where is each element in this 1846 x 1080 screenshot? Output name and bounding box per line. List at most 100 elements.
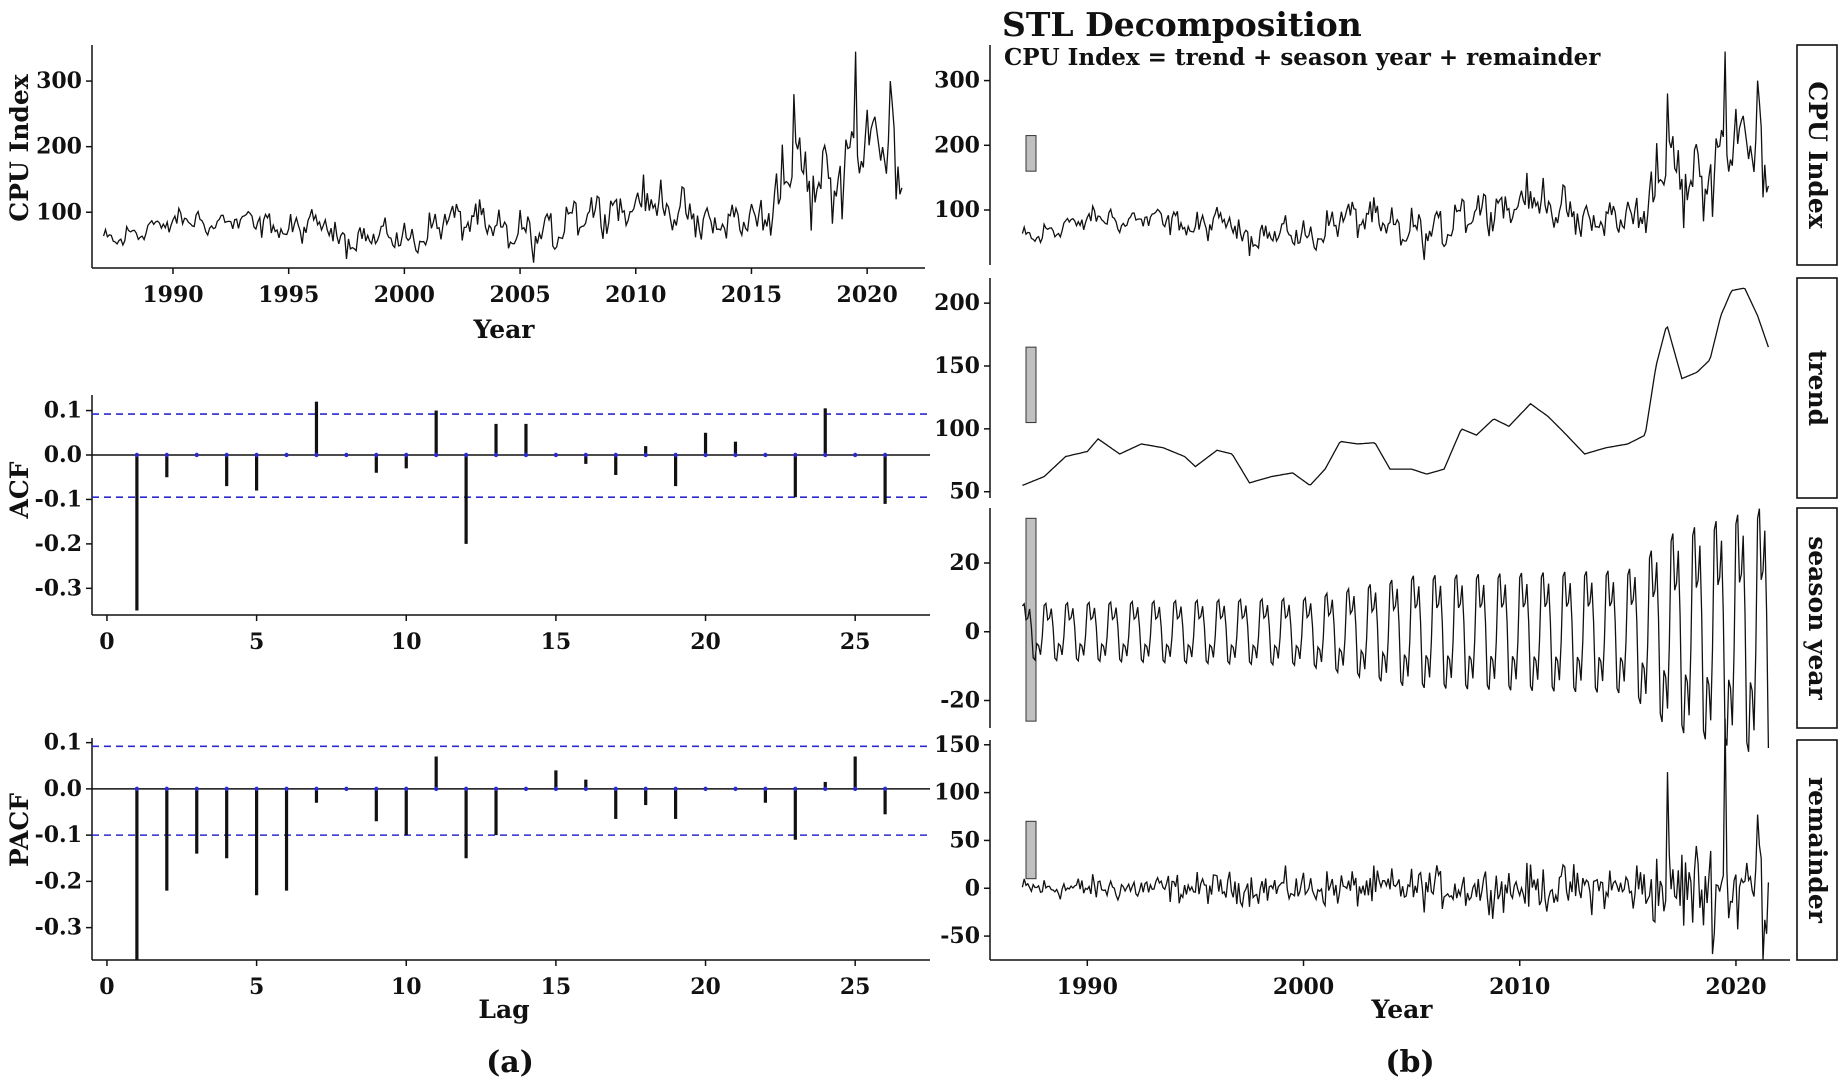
y-tick-label: 0.1 [44,730,82,756]
stl-y-tick-label: 100 [934,780,980,806]
pacf-point [194,786,199,792]
acf-point [254,452,259,458]
acf-point [763,452,768,458]
x-tick-label: 2010 [605,282,666,308]
pacf-point [254,786,259,792]
stl-strip-label: season year [1803,536,1832,700]
acf-point [523,452,529,458]
panel-a-caption: (a) [486,1045,534,1080]
y-tick-label: 200 [36,134,82,160]
y-tick-label: -0.1 [35,822,82,848]
cpu-index-y-axis-title: CPU Index [5,73,34,221]
y-tick-label: 0.1 [44,398,82,424]
stl-subtitle: CPU Index = trend + season year + remain… [1004,44,1601,71]
acf-point [164,452,170,458]
x-tick-label: 10 [391,974,422,1000]
x-tick-label: 2015 [721,282,782,308]
year-x-axis-title-a: Year [473,315,536,344]
stl-y-tick-label: 0 [965,875,980,901]
stl-title: STL Decomposition [1002,5,1362,44]
acf-point [493,452,499,458]
stl-scale-bar [1025,135,1037,172]
acf-point [314,452,319,458]
stl-x-tick-label: 2000 [1273,974,1334,1000]
stl-y-tick-label: 200 [934,290,980,316]
x-tick-label: 0 [99,629,114,655]
panel-b-caption: (b) [1385,1045,1434,1080]
pacf-plot: 0.1 0.0 -0.1 -0.2 -0.3 0 5 10 15 20 25 [35,730,930,1000]
pacf-point [463,786,469,792]
pacf-point [344,786,349,792]
pacf-point [224,786,229,792]
acf-point [344,452,349,458]
pacf-point [733,786,738,792]
x-tick-label: 20 [690,974,721,1000]
x-tick-label: 10 [391,629,422,655]
pacf-point [643,786,648,792]
stl-x-tick-label: 2010 [1489,974,1550,1000]
x-tick-label: 1995 [258,282,319,308]
x-tick-label: 25 [840,974,871,1000]
acf-point [194,452,199,458]
stl-y-tick-label: 200 [934,132,980,158]
pacf-point [703,786,708,792]
acf-point [793,452,798,458]
pacf-point [134,786,140,792]
x-tick-label: 5 [249,629,264,655]
acf-point [703,452,708,458]
stl-strip-box [1796,739,1838,961]
pacf-point [583,786,589,792]
acf-point [882,452,888,458]
stl-y-tick-label: 150 [934,353,980,379]
stl-scale-bar [1025,346,1037,424]
stl-y-tick-label: 50 [949,479,980,505]
pacf-point [284,786,289,792]
x-tick-label: 15 [541,629,572,655]
stl-strip-label: remainder [1803,777,1832,924]
acf-plot: 0.1 0.0 -0.1 -0.2 -0.3 0 5 10 15 20 25 [35,395,930,655]
acf-point [404,452,409,458]
x-tick-label: 2005 [489,282,550,308]
stl-strip-label: trend [1803,350,1832,426]
pacf-point [882,786,888,792]
acf-point [134,452,140,458]
x-tick-label: 1990 [142,282,203,308]
stl-x-tick-label: 1990 [1057,974,1118,1000]
x-tick-label: 25 [840,629,871,655]
stl-y-tick-label: 0 [965,619,980,645]
pacf-point [493,786,499,792]
stl-cpu-index-line [1021,51,1770,260]
pacf-point [673,786,678,792]
acf-point [583,452,589,458]
stl-strip-box [1796,507,1838,729]
stl-y-tick-label: 100 [934,197,980,223]
pacf-point [852,786,858,792]
pacf-point [613,786,618,792]
pacf-point [793,786,798,792]
stl-y-tick-label: 300 [934,68,980,94]
pacf-point [553,786,559,792]
stl-y-tick-label: -20 [940,688,980,714]
pacf-point [433,786,439,792]
stl-y-tick-label: 150 [934,732,980,758]
stl-remainder-line [1021,718,1770,961]
pacf-point [763,786,768,792]
year-x-axis-title-b: Year [1371,995,1434,1024]
acf-point [643,452,648,458]
stl-y-tick-label: 50 [949,827,980,853]
acf-point [733,452,738,458]
pacf-point [823,786,828,792]
y-tick-label: -0.2 [35,531,82,557]
acf-point [823,452,828,458]
acf-point [374,452,379,458]
y-tick-label: -0.1 [35,486,82,512]
acf-y-axis-title: ACF [5,461,34,519]
x-tick-label: 2020 [837,282,898,308]
y-tick-label: -0.3 [35,575,82,601]
stl-trend-line [1022,287,1770,487]
acf-point [852,452,858,458]
pacf-point [374,786,379,792]
stl-scale-bar [1025,820,1037,880]
y-tick-label: -0.2 [35,868,82,894]
